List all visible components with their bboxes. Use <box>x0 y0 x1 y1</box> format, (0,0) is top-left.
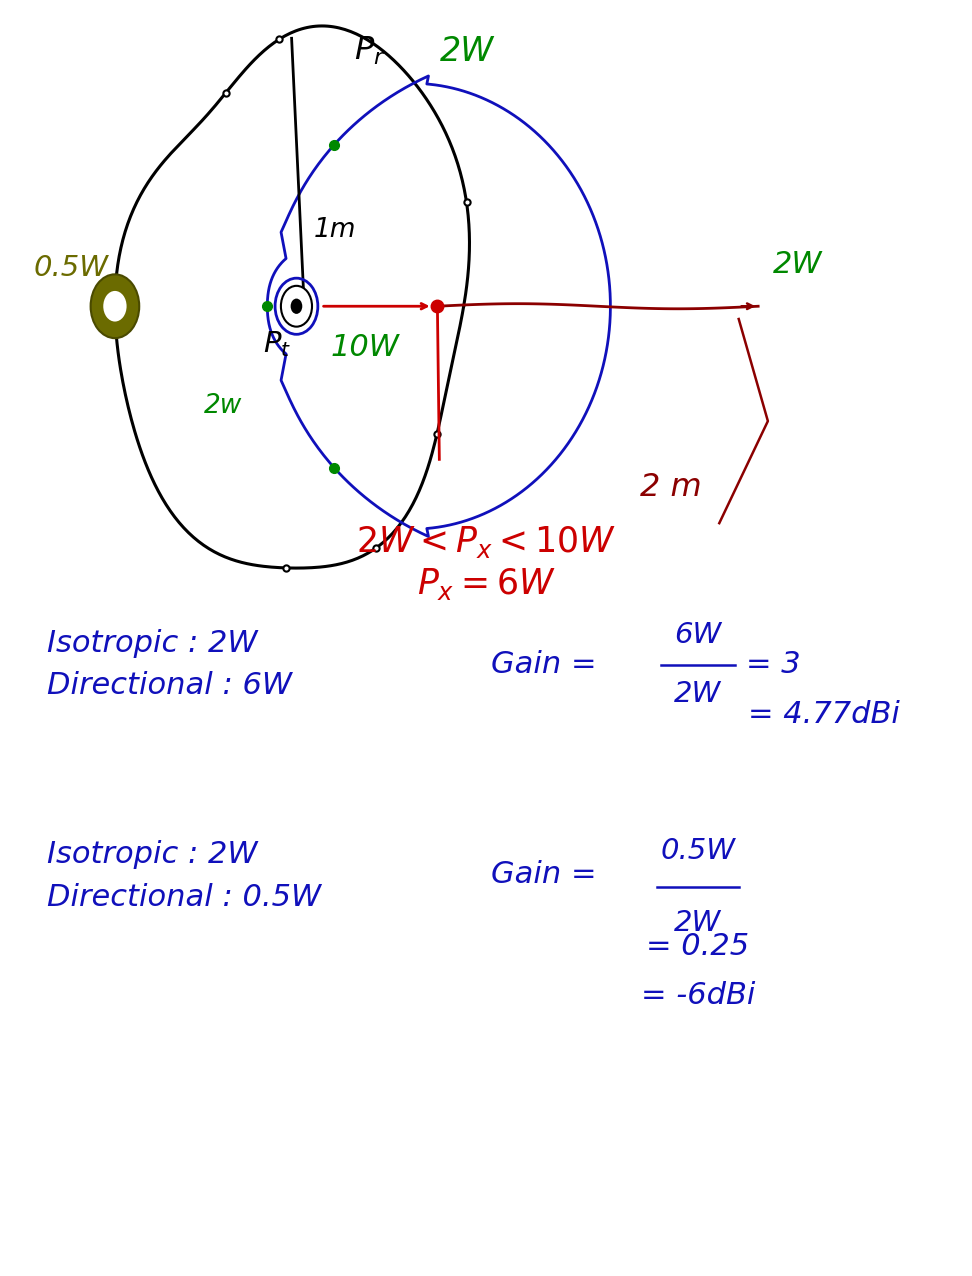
Text: Gain =: Gain = <box>491 860 597 888</box>
Circle shape <box>281 286 312 327</box>
Text: 0.5W: 0.5W <box>34 254 109 282</box>
Text: 2W: 2W <box>675 680 721 708</box>
Text: 2W: 2W <box>675 909 721 937</box>
Text: $2W < P_x < 10W$: $2W < P_x < 10W$ <box>356 524 616 560</box>
Text: 2w: 2w <box>204 393 243 419</box>
Text: Gain =: Gain = <box>491 651 597 679</box>
Text: $P_r$: $P_r$ <box>354 34 385 68</box>
Text: 0.5W: 0.5W <box>660 837 736 865</box>
Circle shape <box>103 291 126 322</box>
Text: Isotropic : 2W: Isotropic : 2W <box>47 841 258 869</box>
Text: = 4.77dBi: = 4.77dBi <box>748 701 900 729</box>
Text: = -6dBi: = -6dBi <box>641 981 755 1009</box>
Text: 2W: 2W <box>439 34 494 68</box>
Text: $P_x = 6W$: $P_x = 6W$ <box>417 567 555 602</box>
Circle shape <box>90 274 139 338</box>
Text: $P_t$: $P_t$ <box>263 329 291 360</box>
Text: 6W: 6W <box>675 621 721 649</box>
Text: Isotropic : 2W: Isotropic : 2W <box>47 629 258 657</box>
Text: Directional : 6W: Directional : 6W <box>47 671 292 699</box>
Text: = 0.25: = 0.25 <box>646 933 749 961</box>
Text: 10W: 10W <box>330 333 399 361</box>
Text: Directional : 0.5W: Directional : 0.5W <box>47 883 321 911</box>
Text: 2 m: 2 m <box>640 472 702 503</box>
Text: = 3: = 3 <box>746 651 801 679</box>
Circle shape <box>291 299 302 314</box>
Text: 1m: 1m <box>314 217 357 242</box>
Text: 2W: 2W <box>773 250 822 278</box>
